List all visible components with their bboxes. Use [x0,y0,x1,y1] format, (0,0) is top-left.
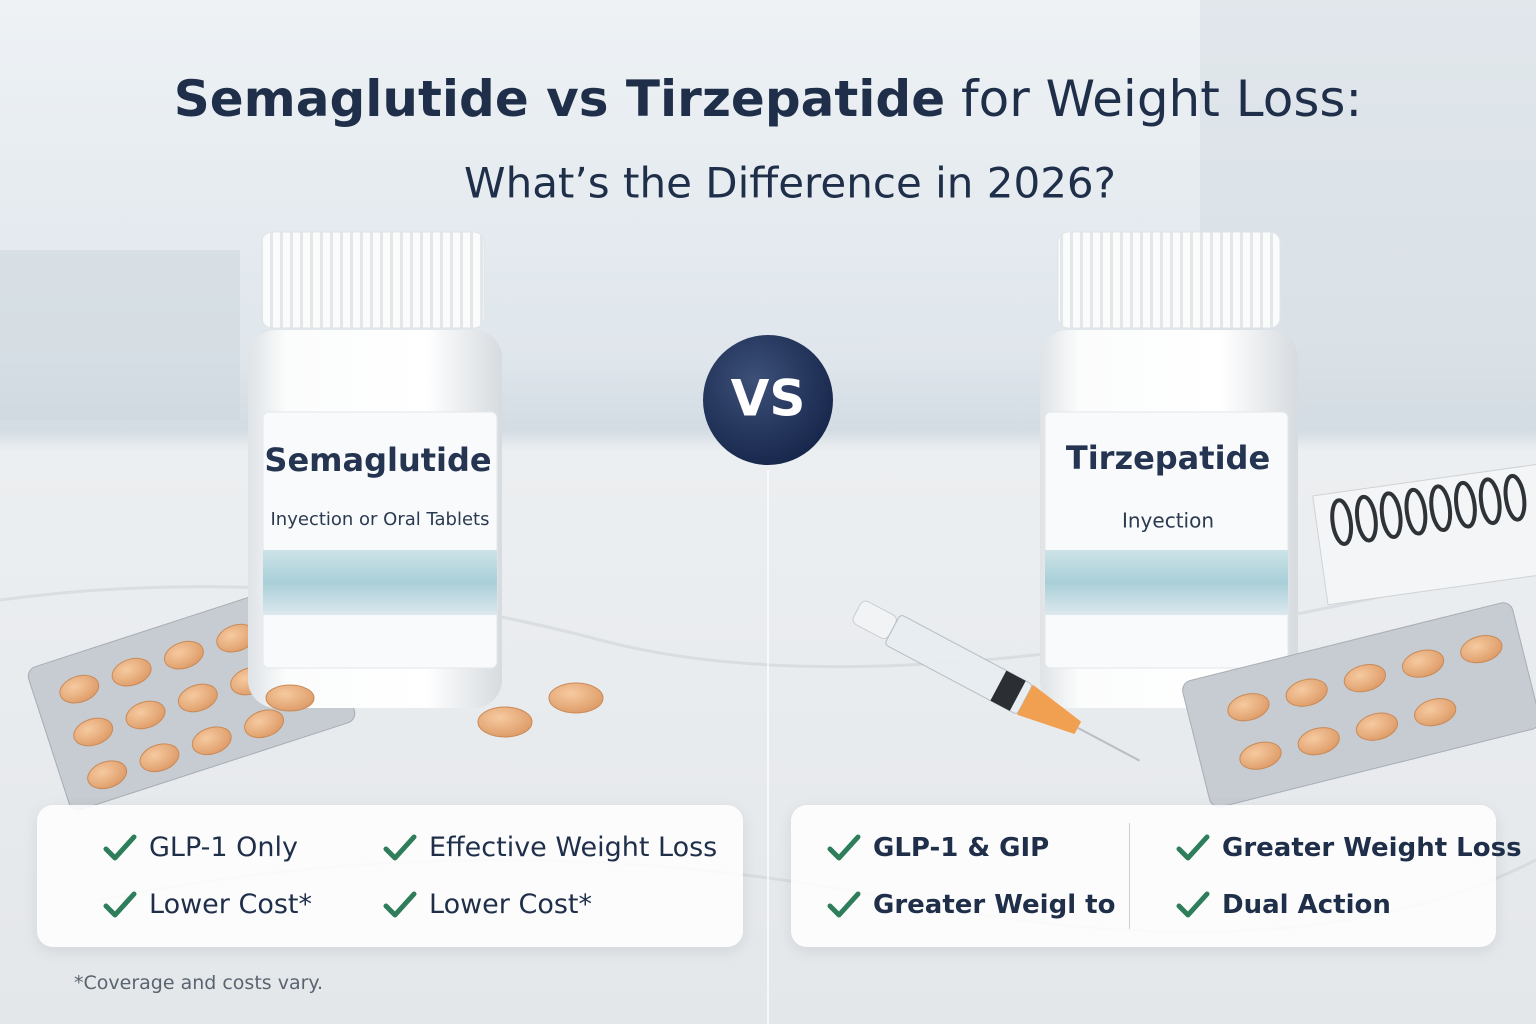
feature-text: Effective Weight Loss [429,832,718,863]
feature-item: Effective Weight Loss [383,819,743,876]
title-emphasis: Semaglutide vs Tirzepatide [174,70,945,128]
feature-text: Lower Cost* [429,889,592,920]
shelf-blur [0,250,240,420]
feature-text: Dual Action [1222,889,1391,920]
feature-item: Greater Weigl to [827,876,1152,933]
check-icon [1176,834,1210,860]
check-icon [383,834,417,860]
subtitle: What’s the Difference in 2026? [464,159,1116,208]
feature-item: GLP-1 & GIP [827,819,1152,876]
loose-pills [265,682,604,738]
feature-item: Dual Action [1152,876,1522,933]
bottle-left: Semaglutide Inyection or Oral Tablets [248,231,502,708]
title-rest: for Weight Loss: [961,70,1362,128]
vs-badge [703,335,833,465]
features-panel: GLP-1 Only Effective Weight Loss Lower Cos… [37,805,743,947]
feature-item: Greater Weight Loss [1152,819,1522,876]
check-icon [103,891,137,917]
check-icon [383,891,417,917]
check-icon [827,891,861,917]
check-icon [103,834,137,860]
drug-name: Tirzepatide [1066,439,1270,477]
notebook [1312,459,1536,606]
feature-text: Greater Weight Loss [1222,832,1522,863]
drug-form: Inyection [1122,509,1214,533]
syringe [852,600,1141,762]
feature-item: GLP-1 Only [103,819,383,876]
title: Semaglutide vs Tirzepatide for Weight Lo… [174,70,1363,128]
feature-text: Greater Weigl to [873,889,1116,920]
features-panel: GLP-1 & GIP Greater Weight Loss Greater We… [791,805,1522,947]
feature-item: Lower Cost* [383,876,743,933]
check-icon [1176,891,1210,917]
footnote: *Coverage and costs vary. [74,972,323,994]
feature-text: GLP-1 Only [149,832,299,863]
bottle-right: Tirzepatide Inyection [1040,231,1298,708]
vs-text: VS [731,370,806,428]
feature-text: GLP-1 & GIP [873,832,1050,863]
feature-item: Lower Cost* [103,876,383,933]
drug-form: Inyection or Oral Tablets [271,509,490,530]
feature-text: Lower Cost* [149,889,312,920]
drug-name: Semaglutide [264,441,491,479]
check-icon [827,834,861,860]
blister-pack [1182,602,1536,808]
